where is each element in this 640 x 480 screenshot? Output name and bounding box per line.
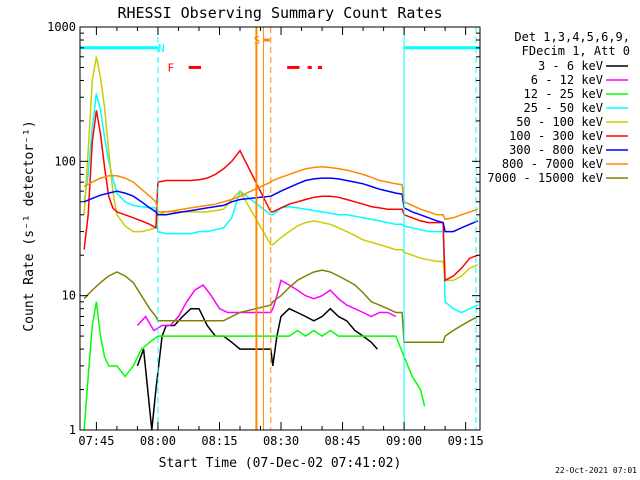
- series-line-1: [136, 279, 397, 332]
- legend-label: 12 - 25 keV: [524, 87, 603, 101]
- y-axis-label: Count Rate (s⁻¹ detector⁻¹): [22, 120, 37, 331]
- y-tick-label: 100: [54, 154, 76, 168]
- x-tick-label: 07:45: [78, 434, 114, 448]
- axes: 1 10 100 1000 07:45 08:00 08:15 08:30 08:45 09:00…: [47, 20, 484, 448]
- generated-timestamp: 22-Oct-2021 07:01: [555, 466, 637, 475]
- x-tick-label: 08:30: [263, 434, 299, 448]
- legend: Det 1,3,4,5,6,9, FDecim 1, Att 0 3 - 6 k…: [487, 30, 630, 185]
- plot-frame: [79, 26, 481, 431]
- legend-label: 300 - 800 keV: [509, 143, 603, 157]
- y-tick-label: 1000: [47, 20, 76, 34]
- annotation-f: F: [168, 61, 175, 74]
- annotation-s: S: [254, 34, 261, 47]
- y-tick-label: 1: [69, 423, 76, 437]
- legend-header-line-2: FDecim 1, Att 0: [522, 44, 630, 58]
- y-tick-label: 10: [62, 289, 76, 303]
- x-tick-label: 09:00: [386, 434, 422, 448]
- series-line-0: [136, 307, 378, 431]
- legend-label: 25 - 50 keV: [524, 101, 603, 115]
- series-line-2: [83, 301, 426, 431]
- x-axis-label: Start Time (07-Dec-02 07:41:02): [159, 456, 402, 471]
- legend-header-line-1: Det 1,3,4,5,6,9,: [514, 30, 630, 44]
- series-line-5: [83, 110, 479, 282]
- legend-label: 7000 - 15000 keV: [487, 171, 603, 185]
- legend-label: 100 - 300 keV: [509, 129, 603, 143]
- chart-title: RHESSI Observing Summary Count Rates: [117, 4, 442, 22]
- legend-label: 3 - 6 keV: [538, 59, 603, 73]
- x-tick-label: 08:45: [325, 434, 361, 448]
- series-line-3: [83, 93, 479, 314]
- legend-label: 6 - 12 keV: [531, 73, 603, 87]
- series-line-6: [83, 177, 479, 233]
- series-line-4: [83, 56, 479, 282]
- series-line-8: [83, 269, 479, 344]
- legend-label: 50 - 100 keV: [516, 115, 603, 129]
- x-tick-label: 08:00: [140, 434, 176, 448]
- x-tick-label: 09:15: [448, 434, 484, 448]
- x-tick-label: 08:15: [201, 434, 237, 448]
- legend-label: 800 - 7000 keV: [502, 157, 603, 171]
- annotation-n: N: [158, 42, 165, 55]
- series-line-7: [83, 166, 479, 221]
- series-lines: [83, 56, 479, 431]
- annotations: NF S: [80, 27, 480, 430]
